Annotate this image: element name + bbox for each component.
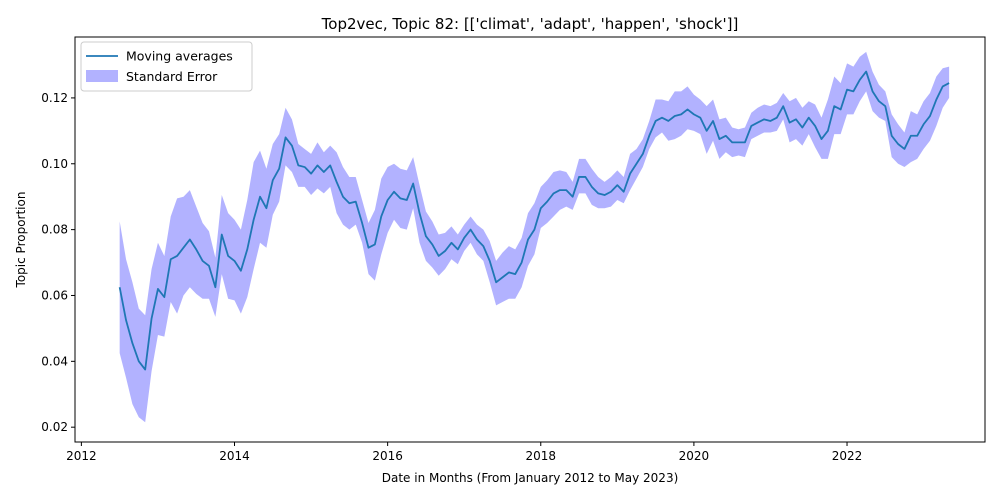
plot-frame xyxy=(74,36,986,443)
x-axis-label: Date in Months (From January 2012 to May… xyxy=(382,471,679,485)
y-axis-ticks: 0.02 0.04 0.06 0.08 0.10 0.12 xyxy=(41,91,75,434)
x-tick-label: 2014 xyxy=(219,449,250,463)
standard-error-band xyxy=(119,51,950,423)
y-tick-label: 0.02 xyxy=(41,420,68,434)
x-tick-label: 2016 xyxy=(372,449,403,463)
y-tick-label: 0.12 xyxy=(41,91,68,105)
legend-label-standard-error: Standard Error xyxy=(126,69,218,84)
legend-band-swatch xyxy=(86,70,118,82)
x-tick-label: 2018 xyxy=(525,449,556,463)
chart-title: Top2vec, Topic 82: [['climat', 'adapt', … xyxy=(321,15,739,33)
x-tick-label: 2020 xyxy=(679,449,710,463)
moving-average-line xyxy=(118,70,950,371)
y-tick-label: 0.08 xyxy=(41,223,68,237)
y-axis-label: Topic Proportion xyxy=(14,192,28,289)
x-tick-label: 2022 xyxy=(832,449,863,463)
y-tick-label: 0.04 xyxy=(41,354,68,368)
x-axis-ticks: 2012 2014 2016 2018 2020 2022 xyxy=(66,442,862,463)
y-tick-label: 0.10 xyxy=(41,157,68,171)
plot-area xyxy=(118,51,950,423)
x-tick-label: 2012 xyxy=(66,449,97,463)
y-tick-label: 0.06 xyxy=(41,288,68,302)
legend: Moving averages Standard Error xyxy=(80,41,253,92)
legend-label-moving-averages: Moving averages xyxy=(126,49,233,64)
legend-box xyxy=(80,41,253,92)
